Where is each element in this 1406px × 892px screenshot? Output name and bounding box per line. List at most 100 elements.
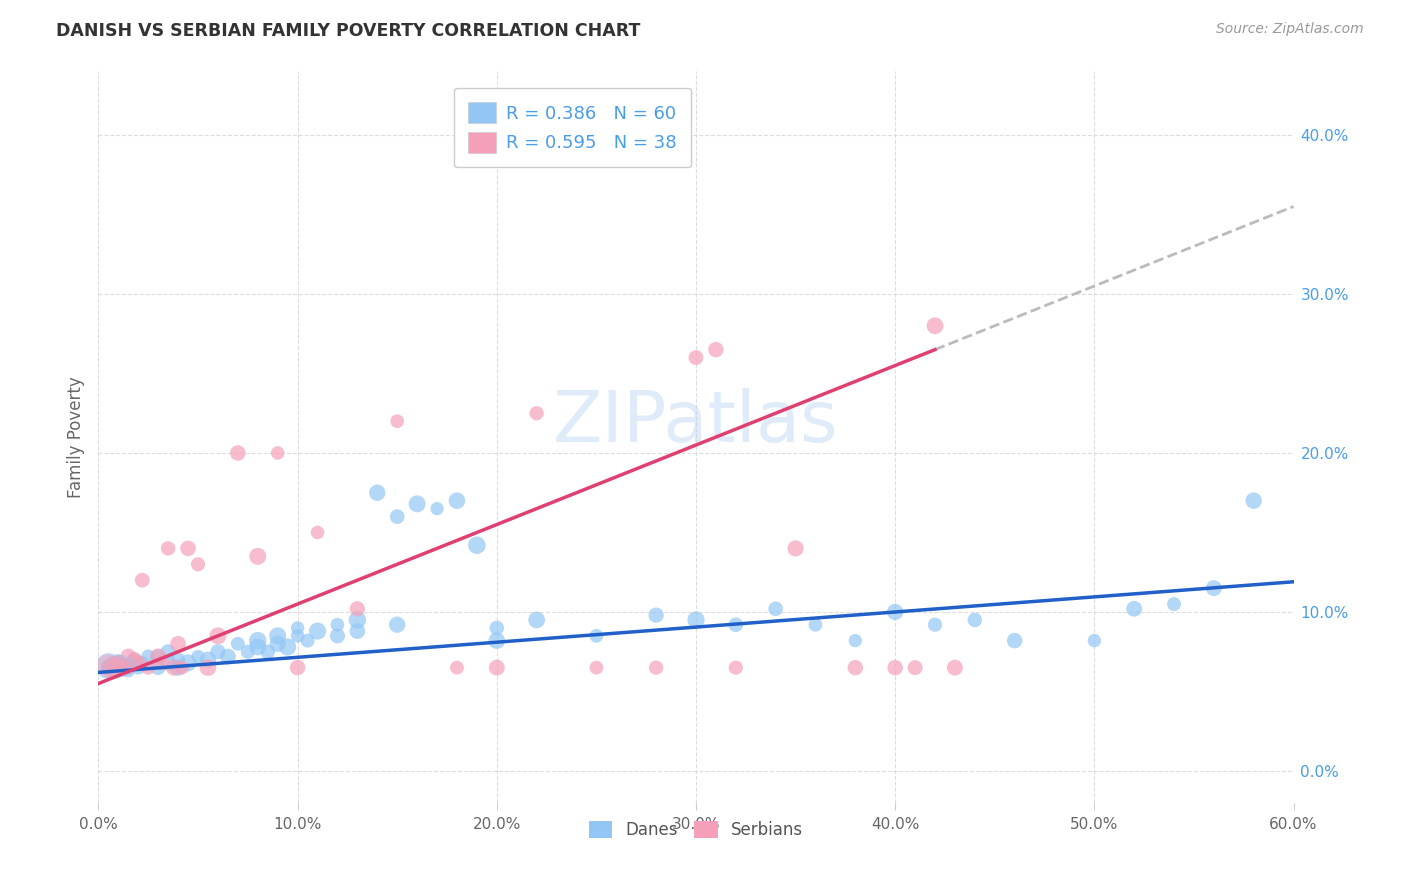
Point bbox=[346, 613, 368, 627]
Point bbox=[97, 660, 120, 674]
Point bbox=[150, 656, 173, 670]
Point bbox=[246, 640, 269, 654]
Point bbox=[1123, 602, 1146, 616]
Point bbox=[844, 633, 866, 648]
Point bbox=[117, 659, 139, 673]
Point bbox=[97, 660, 120, 674]
Point bbox=[157, 656, 180, 670]
Point bbox=[131, 573, 153, 587]
Point bbox=[526, 613, 548, 627]
Point bbox=[924, 617, 946, 632]
Point bbox=[167, 660, 190, 674]
Point bbox=[485, 633, 508, 648]
Point bbox=[117, 649, 139, 664]
Point bbox=[157, 645, 180, 659]
Point bbox=[226, 637, 249, 651]
Point bbox=[485, 660, 508, 674]
Point bbox=[136, 649, 159, 664]
Point bbox=[485, 621, 508, 635]
Point bbox=[297, 633, 319, 648]
Y-axis label: Family Poverty: Family Poverty bbox=[66, 376, 84, 498]
Point bbox=[107, 656, 129, 670]
Point bbox=[1083, 633, 1105, 648]
Point bbox=[685, 613, 707, 627]
Point bbox=[704, 343, 727, 357]
Point bbox=[385, 414, 409, 428]
Point bbox=[256, 645, 278, 659]
Point bbox=[197, 660, 219, 674]
Point bbox=[385, 509, 409, 524]
Point bbox=[585, 660, 607, 674]
Point bbox=[904, 660, 927, 674]
Point bbox=[246, 549, 269, 564]
Point bbox=[526, 406, 548, 420]
Point bbox=[103, 660, 125, 674]
Point bbox=[117, 664, 139, 678]
Point bbox=[267, 629, 290, 643]
Point bbox=[326, 629, 349, 643]
Point bbox=[246, 633, 269, 648]
Text: ZIPatlas: ZIPatlas bbox=[553, 388, 839, 457]
Point bbox=[111, 660, 134, 674]
Point bbox=[1243, 493, 1265, 508]
Point bbox=[197, 653, 219, 667]
Point bbox=[172, 660, 194, 674]
Point bbox=[287, 660, 309, 674]
Point bbox=[963, 613, 986, 627]
Point bbox=[406, 497, 429, 511]
Point bbox=[724, 617, 747, 632]
Point bbox=[385, 617, 409, 632]
Point bbox=[267, 446, 290, 460]
Point bbox=[207, 629, 229, 643]
Point bbox=[685, 351, 707, 365]
Point bbox=[127, 660, 149, 674]
Point bbox=[346, 624, 368, 638]
Point bbox=[346, 602, 368, 616]
Point bbox=[844, 660, 866, 674]
Point bbox=[187, 558, 209, 572]
Point bbox=[943, 660, 966, 674]
Point bbox=[226, 446, 249, 460]
Point bbox=[277, 640, 299, 654]
Point bbox=[207, 645, 229, 659]
Point bbox=[148, 649, 170, 664]
Point bbox=[287, 629, 309, 643]
Point bbox=[136, 660, 159, 674]
Point bbox=[326, 617, 349, 632]
Point bbox=[131, 656, 153, 670]
Point bbox=[124, 653, 146, 667]
Point bbox=[585, 629, 607, 643]
Point bbox=[124, 653, 146, 667]
Point bbox=[884, 605, 907, 619]
Point bbox=[177, 656, 200, 670]
Point bbox=[307, 624, 329, 638]
Legend: Danes, Serbians: Danes, Serbians bbox=[582, 814, 810, 846]
Point bbox=[446, 660, 468, 674]
Point bbox=[97, 659, 120, 673]
Point bbox=[785, 541, 807, 556]
Point bbox=[465, 538, 488, 552]
Point bbox=[217, 649, 239, 664]
Point bbox=[645, 660, 668, 674]
Point bbox=[187, 649, 209, 664]
Text: Source: ZipAtlas.com: Source: ZipAtlas.com bbox=[1216, 22, 1364, 37]
Point bbox=[236, 645, 259, 659]
Point bbox=[148, 660, 170, 674]
Point bbox=[177, 541, 200, 556]
Point bbox=[267, 637, 290, 651]
Point bbox=[1004, 633, 1026, 648]
Point bbox=[765, 602, 787, 616]
Point bbox=[804, 617, 827, 632]
Point bbox=[97, 659, 120, 673]
Point bbox=[645, 608, 668, 623]
Point bbox=[157, 541, 180, 556]
Point bbox=[446, 493, 468, 508]
Point bbox=[924, 318, 946, 333]
Point bbox=[107, 656, 129, 670]
Point bbox=[163, 660, 186, 674]
Point bbox=[287, 621, 309, 635]
Text: DANISH VS SERBIAN FAMILY POVERTY CORRELATION CHART: DANISH VS SERBIAN FAMILY POVERTY CORRELA… bbox=[56, 22, 641, 40]
Point bbox=[107, 657, 129, 672]
Point bbox=[884, 660, 907, 674]
Point bbox=[426, 501, 449, 516]
